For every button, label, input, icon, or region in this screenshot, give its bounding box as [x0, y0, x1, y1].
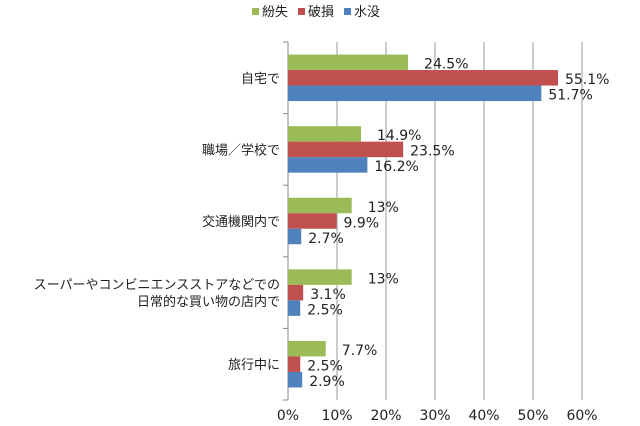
bar-破損 [288, 70, 558, 86]
x-tick-label: 40% [468, 408, 499, 424]
legend-label: 水没 [354, 5, 380, 20]
legend-swatch [298, 8, 306, 15]
category-label: スーパーやコンビニエンスストアなどでの [34, 278, 280, 293]
category-label: 旅行中に [228, 358, 280, 373]
x-tick-label: 30% [419, 408, 450, 424]
data-label: 2.5% [307, 358, 343, 374]
x-tick-label: 10% [321, 408, 352, 424]
data-label: 13% [368, 200, 399, 216]
bar-水没 [288, 300, 301, 316]
bar-紛失 [288, 54, 409, 71]
bar-破損 [288, 213, 337, 229]
category-label: 職場／学校で [202, 142, 280, 158]
bar-紛失 [288, 126, 362, 142]
data-label: 14.9% [377, 128, 421, 144]
legend-label: 紛失 [262, 5, 288, 20]
bar-水没 [288, 157, 368, 173]
data-label: 9.9% [344, 215, 380, 231]
category-label: 交通機関内で [202, 214, 280, 230]
data-label: 51.7% [548, 88, 592, 104]
data-label: 2.9% [309, 374, 345, 390]
data-label: 16.2% [374, 159, 418, 175]
bar-水没 [288, 85, 542, 102]
data-label: 7.7% [342, 343, 378, 359]
bar-紛失 [288, 340, 326, 357]
data-label: 2.7% [308, 231, 344, 247]
x-tick-label: 60% [566, 408, 597, 424]
data-label: 24.5% [424, 57, 468, 73]
data-label: 23.5% [410, 144, 454, 160]
bar-破損 [288, 284, 304, 301]
category-label: 日常的な買い物の店内で [137, 294, 280, 310]
bar-水没 [288, 228, 302, 245]
legend-swatch [344, 8, 352, 15]
data-label: 55.1% [565, 72, 609, 88]
bar-破損 [288, 141, 404, 158]
data-label: 3.1% [310, 287, 346, 303]
legend-label: 破損 [308, 5, 334, 20]
legend-swatch [252, 8, 259, 15]
data-label: 13% [368, 271, 399, 287]
category-label: 自宅で [241, 72, 280, 87]
x-tick-label: 20% [370, 408, 401, 424]
bar-破損 [288, 356, 301, 372]
bar-紛失 [288, 269, 352, 285]
x-tick-label: 0% [277, 408, 299, 424]
bar-水没 [288, 371, 303, 388]
data-label: 2.5% [307, 302, 343, 318]
x-tick-label: 50% [517, 408, 548, 424]
bar-紛失 [288, 197, 352, 214]
